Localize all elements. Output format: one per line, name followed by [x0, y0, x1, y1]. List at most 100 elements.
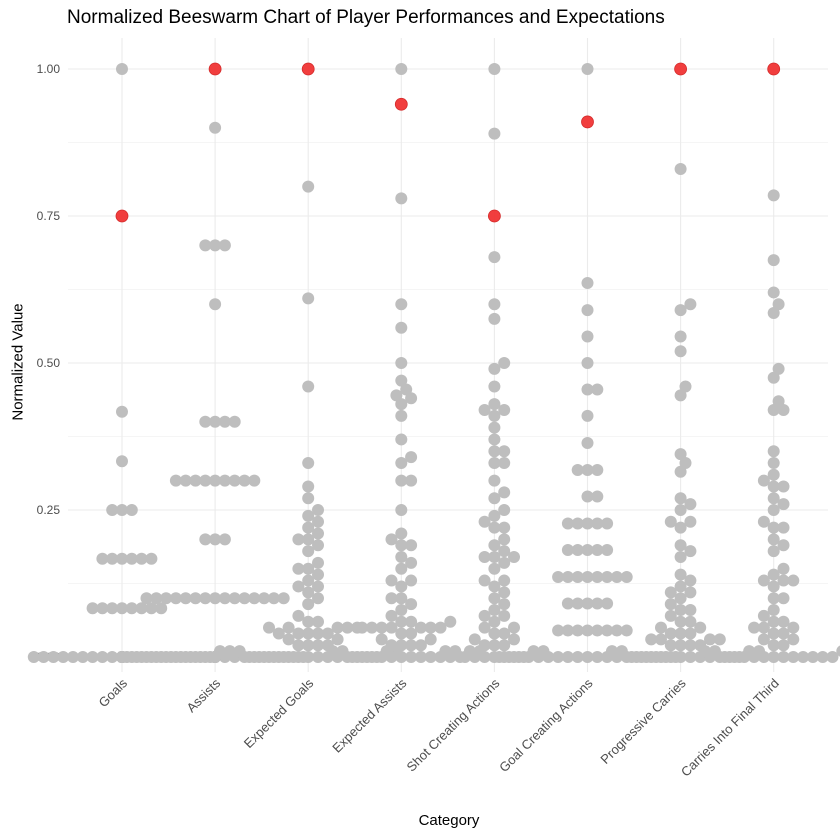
data-point [591, 517, 604, 530]
data-point [561, 597, 574, 610]
data-point [209, 239, 222, 252]
data-point [312, 539, 324, 552]
data-point [787, 574, 800, 587]
data-point [767, 580, 780, 593]
x-tick-label: Expected Goals [241, 675, 317, 751]
data-point [748, 621, 761, 634]
data-point [405, 639, 418, 652]
data-point [488, 409, 501, 422]
data-point [488, 298, 501, 311]
data-point [498, 404, 511, 417]
x-tick-label: Progressive Carries [597, 675, 689, 767]
data-point [405, 539, 418, 552]
data-point [312, 627, 324, 640]
data-point [498, 533, 511, 546]
data-point [674, 304, 687, 317]
data-point [508, 621, 520, 634]
data-point [424, 633, 437, 646]
y-tick-label: 0.75 [37, 209, 61, 223]
data-point [395, 562, 408, 575]
data-point [365, 651, 378, 663]
data-point [312, 615, 324, 628]
data-point [169, 651, 182, 663]
data-point [478, 404, 491, 417]
data-point [302, 180, 315, 193]
data-point [777, 404, 790, 417]
data-point [145, 552, 158, 565]
data-point [674, 492, 687, 505]
data-point [272, 651, 285, 663]
data-point [199, 592, 212, 605]
data-point [767, 592, 780, 605]
data-point [199, 239, 212, 252]
data-point [209, 298, 222, 311]
data-point [488, 380, 501, 393]
data-point [581, 597, 594, 610]
data-point [365, 621, 378, 634]
data-point [581, 304, 594, 317]
data-point [772, 395, 785, 408]
data-point [218, 415, 231, 428]
data-point [312, 504, 324, 516]
data-point [561, 624, 574, 637]
data-point [96, 552, 109, 565]
data-point [449, 645, 462, 658]
data-point [179, 474, 192, 487]
data-point [561, 517, 574, 530]
data-point [385, 533, 398, 546]
data-point [488, 539, 501, 552]
data-point [116, 63, 128, 75]
data-point [488, 551, 501, 564]
data-point [86, 602, 99, 615]
data-point [488, 63, 501, 75]
highlighted-point [394, 97, 408, 111]
data-point [674, 603, 687, 616]
data-point [581, 571, 594, 584]
chart-title: Normalized Beeswarm Chart of Player Perf… [67, 7, 665, 28]
data-point [209, 121, 222, 134]
data-point [478, 639, 491, 652]
data-point [424, 651, 437, 663]
data-point [326, 645, 339, 658]
data-point [272, 627, 285, 640]
data-point [228, 592, 241, 605]
data-point [488, 445, 501, 458]
data-point [645, 633, 658, 646]
data-point [47, 651, 60, 663]
data-point [116, 405, 128, 418]
data-point [498, 598, 511, 611]
data-point [655, 621, 667, 634]
data-point [767, 480, 780, 493]
data-point [414, 651, 427, 663]
data-point [767, 404, 780, 417]
data-point [561, 571, 574, 584]
y-tick-label: 0.25 [37, 503, 61, 517]
highlighted-point [674, 62, 687, 76]
highlighted-point [115, 209, 129, 223]
data-point [57, 651, 70, 663]
data-point [777, 651, 790, 663]
data-point [488, 474, 501, 487]
data-point [674, 627, 687, 640]
data-point [488, 492, 501, 505]
y-axis-ticks: 0.000.250.500.751.00 [37, 62, 61, 664]
data-point [777, 639, 790, 652]
data-point [664, 627, 677, 640]
data-point [385, 609, 398, 622]
data-point [728, 651, 741, 663]
data-point [571, 597, 584, 610]
data-point [679, 380, 692, 393]
data-point [488, 627, 501, 640]
data-point [414, 639, 427, 652]
data-point [375, 651, 388, 663]
data-point [581, 624, 594, 637]
data-point [674, 504, 687, 516]
data-point [140, 651, 153, 663]
data-point [674, 639, 687, 652]
data-point [292, 580, 305, 593]
data-point [395, 321, 408, 334]
data-point [150, 592, 163, 605]
data-point [405, 574, 418, 587]
data-point [581, 63, 594, 75]
y-tick-label: 1.00 [37, 62, 61, 76]
